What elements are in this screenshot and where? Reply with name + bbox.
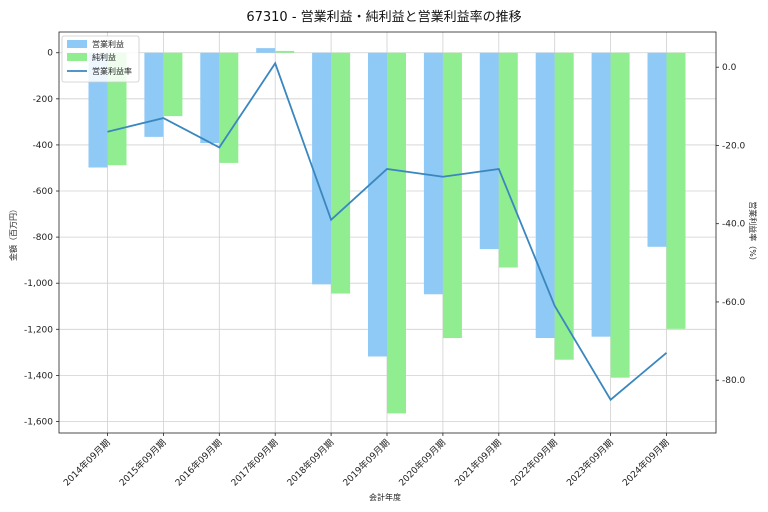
chart-title: 67310 - 営業利益・純利益と営業利益率の推移 [246, 9, 521, 25]
x-tick-label: 2016年09月期 [173, 437, 225, 489]
x-tick-label: 2019年09月期 [340, 437, 392, 489]
y2-tick-label: 0.0 [722, 63, 737, 73]
net-profit-bar [219, 52, 239, 163]
operating-profit-bar [479, 52, 499, 250]
net-profit-bar [275, 50, 295, 53]
x-axis-label: 会計年度 [369, 492, 401, 502]
operating-margin-line [107, 61, 668, 402]
x-tick-label: 2022年09月期 [508, 437, 560, 489]
y2-tick-label: -60.0 [722, 298, 746, 308]
x-tick-label: 2021年09月期 [452, 437, 504, 489]
y-tick-label: 0 [47, 49, 53, 59]
legend-swatch-net-profit [67, 53, 87, 61]
y2-tick-label: -40.0 [722, 220, 746, 230]
y-tick-label: -200 [33, 95, 54, 105]
net-profit-bar [666, 52, 686, 329]
operating-profit-bar [423, 52, 443, 295]
x-tick-label: 2014年09月期 [61, 437, 113, 489]
bars [88, 48, 686, 414]
left-axis-ticks: 0 -200 -400 -600 -800 -1,000 -1,200 -1,400 -1,60… [24, 49, 59, 427]
operating-profit-bar [312, 52, 332, 285]
operating-profit-bar [647, 52, 667, 247]
x-tick-label: 2023年09月期 [564, 437, 616, 489]
net-profit-bar [442, 52, 462, 339]
y-tick-label: -1,000 [24, 279, 53, 289]
x-axis-ticks: 2014年09月期 2015年09月期 2016年09月期 2017年09月期 2018… [61, 433, 672, 489]
y-tick-label: -600 [33, 187, 54, 197]
net-profit-bar [554, 52, 574, 360]
legend-label-operating-profit: 営業利益 [92, 39, 124, 49]
legend-swatch-operating-profit [67, 40, 87, 48]
y-tick-label: -1,200 [24, 325, 53, 335]
net-profit-bar [163, 52, 183, 117]
operating-profit-bar [200, 52, 220, 144]
ratio-line [107, 61, 668, 402]
net-profit-bar [610, 52, 630, 378]
x-tick-label: 2024年09月期 [620, 437, 672, 489]
y2-tick-label: -20.0 [722, 141, 746, 151]
right-axis-ticks: 0.0 -20.0 -40.0 -60.0 -80.0 [716, 63, 746, 386]
axes [58, 31, 717, 434]
operating-profit-bar [368, 52, 387, 357]
operating-profit-bar [535, 52, 555, 339]
y2-axis-label: 営業利益率（%） [748, 201, 758, 265]
y-tick-label: -800 [33, 233, 54, 243]
y-tick-label: -1,600 [24, 417, 53, 427]
y2-tick-label: -80.0 [722, 376, 746, 386]
operating-profit-bar [591, 52, 611, 337]
legend-label-operating-margin: 営業利益率 [92, 66, 132, 76]
x-tick-label: 2015年09月期 [117, 437, 169, 489]
net-profit-bar [331, 52, 351, 294]
y-tick-label: -400 [33, 141, 54, 151]
y-axis-label: 金額（百万円） [8, 205, 18, 261]
net-profit-bar [387, 52, 406, 414]
net-profit-bar [498, 52, 518, 268]
x-tick-label: 2020年09月期 [396, 437, 448, 489]
y-tick-label: -1,400 [24, 371, 53, 381]
x-tick-label: 2017年09月期 [228, 437, 280, 489]
plot-frame [58, 31, 717, 434]
x-tick-label: 2018年09月期 [284, 437, 336, 489]
legend-label-net-profit: 純利益 [92, 52, 116, 62]
operating-profit-bar [256, 48, 276, 53]
operating-profit-bar [144, 52, 164, 137]
